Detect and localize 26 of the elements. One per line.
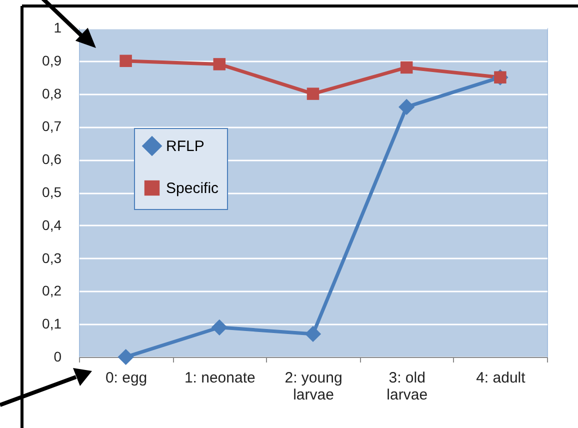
y-tick-label: 0,6 [42,151,62,168]
y-tick-label: 0,7 [42,118,62,134]
y-tick-label: 0,3 [42,250,62,266]
point [211,319,228,336]
point [118,348,134,366]
y-tick-label: 0 [54,348,62,364]
y-tick-label: 0,9 [42,52,62,68]
legend-label: RFLP [166,138,204,155]
point [304,326,322,342]
x-tick-label: 3: old larvae [386,370,428,404]
y-tick-label: 0,2 [42,282,62,299]
legend-label: Specific [166,180,220,197]
point [400,61,413,74]
y-tick-label: 0,8 [42,85,62,102]
y-tick-label: 0,5 [42,184,62,200]
point [213,58,226,70]
x-tick-label: 0: egg [105,370,148,386]
y-tick-label: 0,1 [42,316,62,332]
x-tick-label: 2: young larvae [284,370,342,404]
point [306,88,320,100]
point [398,98,415,116]
y-tick-label: 1 [54,20,62,36]
x-tick-label: 1: neonate [184,370,256,386]
point [120,54,132,68]
x-tick-label: 4: adult [476,370,526,386]
y-tick-label: 0,4 [42,216,62,233]
